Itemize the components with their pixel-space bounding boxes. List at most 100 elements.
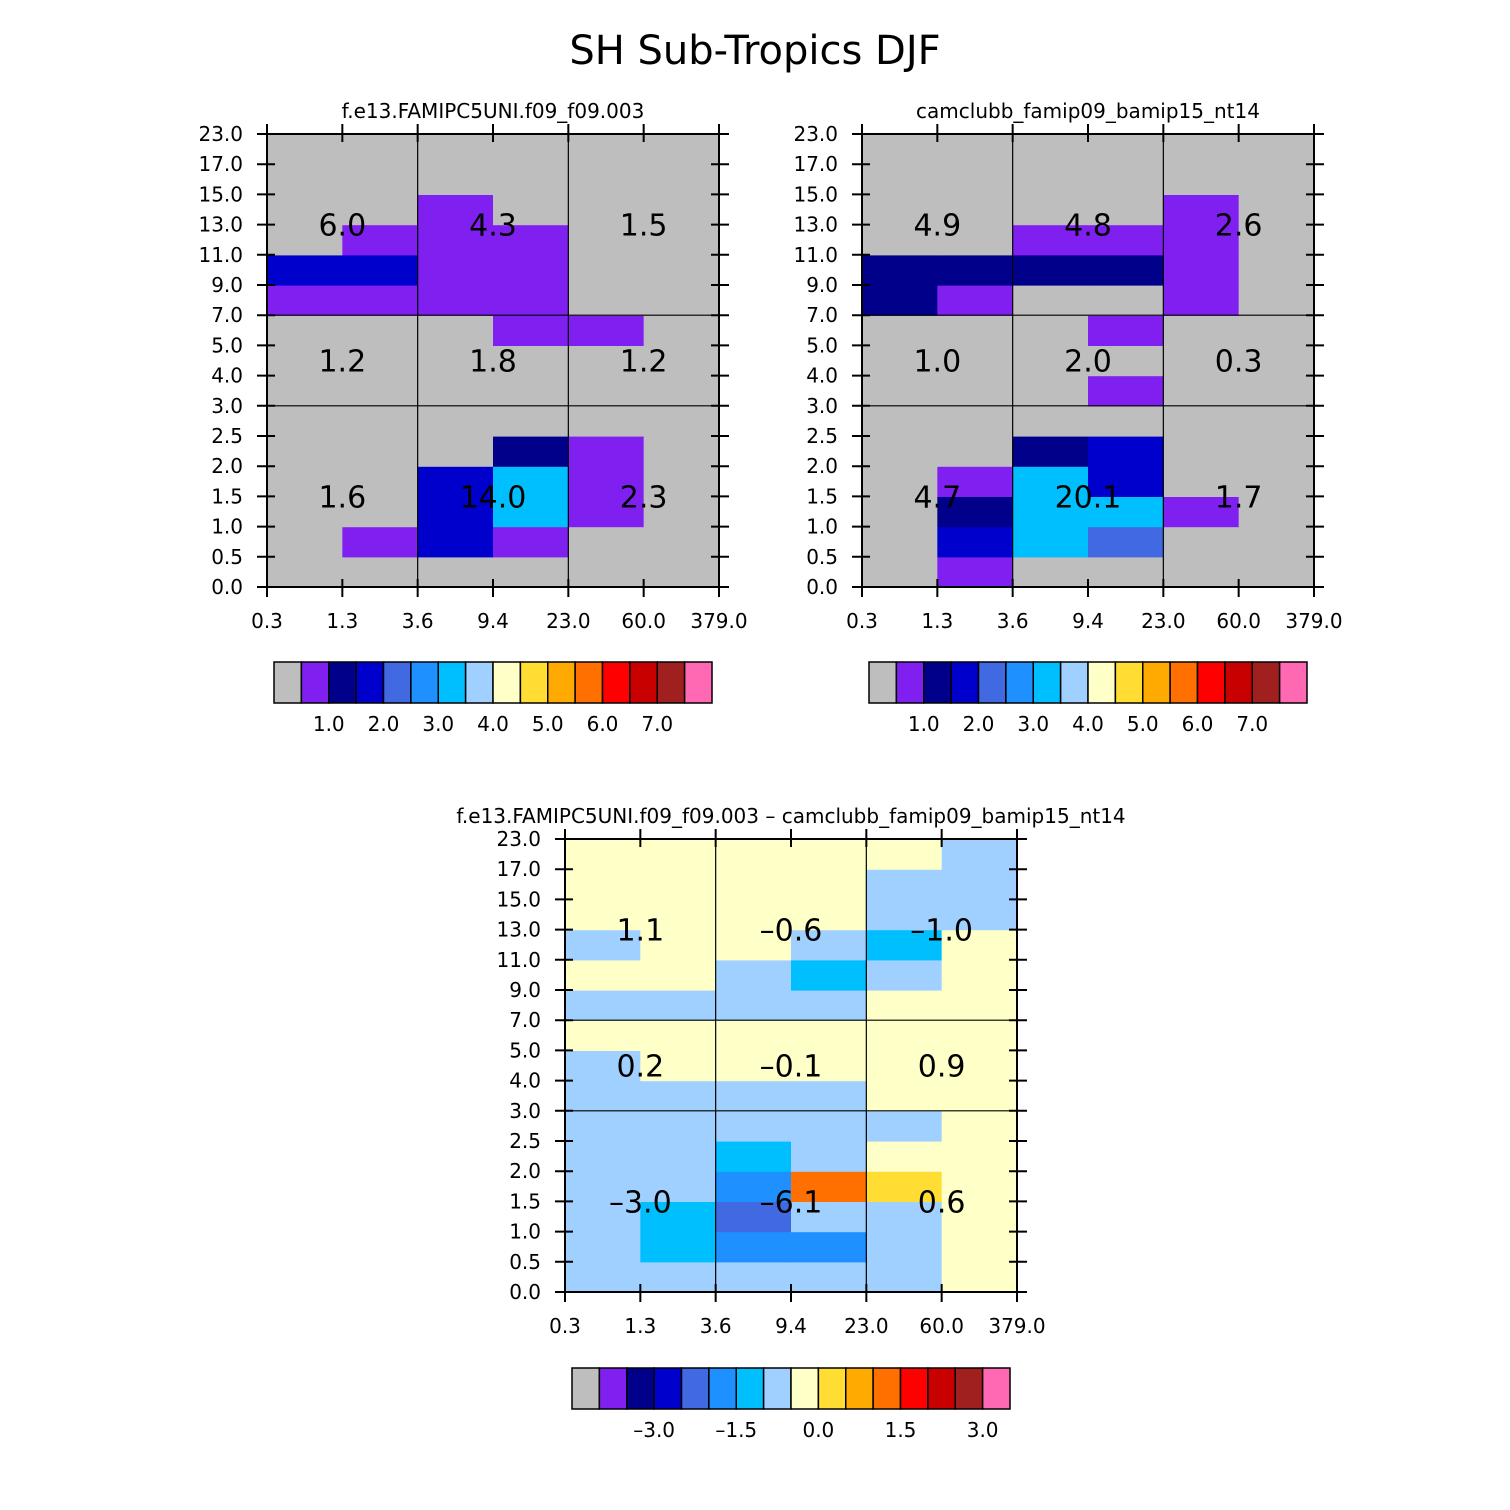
- heatmap-cell: [1238, 345, 1315, 377]
- heatmap-cell: [941, 990, 1018, 1021]
- region-value-label: –1.0: [910, 914, 973, 949]
- heatmap-cell: [267, 436, 343, 467]
- heatmap-cell: [862, 496, 938, 528]
- heatmap-cell: [1088, 466, 1164, 497]
- colorbar-label: 6.0: [587, 712, 619, 736]
- heatmap-cell: [1238, 436, 1315, 467]
- heatmap-cell: [342, 496, 419, 528]
- heatmap-cell: [791, 1020, 867, 1051]
- heatmap-cell: [568, 436, 645, 467]
- colorbar-box: [382, 661, 412, 704]
- heatmap-cell: [937, 315, 1014, 346]
- heatmap-cell: [267, 345, 343, 377]
- heatmap-cell: [417, 345, 494, 377]
- figure-title: SH Sub-Tropics DJF: [569, 28, 940, 74]
- heatmap-cell: [791, 1110, 867, 1142]
- colorbar-box: [1251, 661, 1281, 704]
- heatmap-cell: [267, 375, 343, 407]
- heatmap-cell: [1238, 134, 1315, 165]
- heatmap-cell: [1012, 466, 1089, 497]
- region-value-label: 1.0: [913, 345, 961, 380]
- colorbar-label: 3.0: [1017, 712, 1049, 736]
- heatmap-cell: [715, 1201, 792, 1233]
- heatmap-cell: [640, 1171, 717, 1202]
- heatmap-cell: [1088, 556, 1164, 588]
- heatmap-cell: [941, 1020, 1018, 1051]
- heatmap-cell: [1012, 375, 1089, 407]
- heatmap-cell: [643, 254, 720, 286]
- colorbar-box: [601, 661, 631, 704]
- heatmap-cell: [493, 496, 569, 528]
- heatmap-cell: [941, 1110, 1018, 1142]
- x-tick-label: 23.0: [546, 609, 591, 633]
- heatmap-cell: [1012, 224, 1089, 256]
- heatmap-cell: [640, 1020, 717, 1051]
- colorbar-box: [954, 1367, 984, 1410]
- region-value-label: 0.3: [1215, 345, 1263, 380]
- heatmap-cell: [866, 929, 943, 961]
- heatmap-cell: [937, 285, 1014, 316]
- y-tick-label: 17.0: [496, 857, 541, 881]
- heatmap-cell: [1012, 526, 1089, 558]
- heatmap-cell: [640, 1261, 717, 1293]
- colorbar-label: –3.0: [633, 1418, 675, 1442]
- heatmap-cell: [1012, 345, 1089, 377]
- colorbar-label: 0.0: [802, 1418, 834, 1442]
- colorbar-box: [923, 661, 952, 704]
- heatmap-cell: [267, 405, 343, 437]
- heatmap-cell: [866, 1080, 943, 1112]
- colorbar-box: [735, 1367, 765, 1410]
- heatmap-cell: [1163, 224, 1240, 256]
- colorbar-box: [1114, 661, 1144, 704]
- heatmap-cell: [417, 375, 494, 407]
- heatmap-cell: [565, 1110, 641, 1142]
- heatmap-cell: [640, 990, 717, 1021]
- region-value-label: 4.7: [913, 480, 961, 515]
- heatmap-cell: [791, 1201, 867, 1233]
- y-tick-label: 1.0: [806, 515, 838, 539]
- heatmap-cell: [1088, 345, 1164, 377]
- y-tick-label: 11.0: [198, 243, 243, 267]
- colorbar-box: [492, 661, 522, 704]
- heatmap-cell: [640, 1110, 717, 1142]
- heatmap-cell: [493, 405, 569, 437]
- heatmap-cell: [565, 990, 641, 1021]
- heatmap-cell: [715, 1080, 792, 1112]
- heatmap-cell: [937, 224, 1014, 256]
- y-tick-label: 2.5: [211, 424, 243, 448]
- heatmap-cell: [643, 134, 720, 165]
- heatmap-cell: [941, 899, 1018, 931]
- y-tick-label: 23.0: [496, 827, 541, 851]
- heatmap-cell: [1238, 285, 1315, 316]
- region-value-label: 1.7: [1215, 480, 1263, 515]
- colorbar-box: [464, 661, 494, 704]
- y-tick-label: 9.0: [211, 273, 243, 297]
- y-tick-label: 2.0: [806, 454, 838, 478]
- heatmap-panel-3: 1.1 –0.6 –1.0 0.2 –0.1 0.9 –3.0 –6.1 0.6 0.0 0.5 1.…: [456, 804, 1125, 1442]
- y-tick-label: 3.0: [211, 394, 243, 418]
- x-tick-label: 0.3: [251, 609, 283, 633]
- panel-title: f.e13.FAMIPC5UNI.f09_f09.003 – camclubb_…: [456, 804, 1125, 828]
- x-tick-label: 0.3: [846, 609, 878, 633]
- heatmap-cell: [267, 254, 343, 286]
- heatmap-cell: [791, 959, 867, 991]
- heatmap-cell: [565, 1020, 641, 1051]
- y-tick-label: 0.0: [211, 575, 243, 599]
- y-tick-label: 0.5: [806, 545, 838, 569]
- heatmap-cell: [568, 315, 645, 346]
- heatmap-cell: [1163, 164, 1240, 195]
- heatmap-cell: [342, 556, 419, 588]
- heatmap-cell: [862, 466, 938, 497]
- heatmap-cell: [643, 315, 720, 346]
- heatmap-cell: [267, 466, 343, 497]
- heatmap-cell: [267, 285, 343, 316]
- heatmap-cell: [1088, 254, 1164, 286]
- heatmap-cell: [493, 436, 569, 467]
- heatmap-cell: [568, 224, 645, 256]
- y-tick-label: 23.0: [198, 122, 243, 146]
- heatmap-cell: [715, 839, 792, 870]
- x-tick-label: 60.0: [919, 1314, 964, 1338]
- heatmap-cell: [640, 1201, 717, 1233]
- colorbar-box: [519, 661, 549, 704]
- heatmap-cell: [493, 375, 569, 407]
